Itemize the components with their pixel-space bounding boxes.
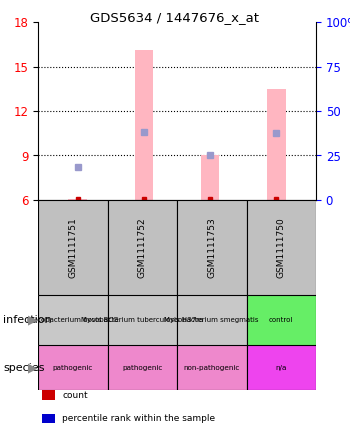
Text: GSM1111753: GSM1111753: [207, 217, 216, 278]
Bar: [177, 345, 246, 390]
Text: count: count: [62, 390, 88, 399]
Bar: [267, 89, 286, 200]
Text: GSM1111750: GSM1111750: [277, 217, 286, 278]
Bar: [246, 295, 316, 345]
Text: ▶: ▶: [28, 313, 38, 327]
Text: Mycobacterium smegmatis: Mycobacterium smegmatis: [164, 317, 259, 323]
Bar: [177, 295, 246, 345]
Bar: [107, 295, 177, 345]
Bar: [135, 50, 153, 200]
Bar: [246, 200, 316, 295]
Text: control: control: [269, 317, 293, 323]
Text: pathogenic: pathogenic: [52, 365, 93, 371]
Text: infection: infection: [4, 315, 52, 325]
Bar: [201, 156, 219, 200]
Text: GSM1111751: GSM1111751: [68, 217, 77, 278]
Bar: [38, 295, 107, 345]
Text: Mycobacterium bovis BCG: Mycobacterium bovis BCG: [27, 317, 119, 323]
Text: GDS5634 / 1447676_x_at: GDS5634 / 1447676_x_at: [91, 11, 259, 24]
Bar: [246, 345, 316, 390]
Text: ▶: ▶: [28, 361, 38, 374]
Text: pathogenic: pathogenic: [122, 365, 162, 371]
Text: non-pathogenic: non-pathogenic: [183, 365, 240, 371]
Text: n/a: n/a: [275, 365, 287, 371]
Bar: [69, 199, 87, 200]
Bar: [177, 200, 246, 295]
Text: percentile rank within the sample: percentile rank within the sample: [62, 414, 216, 423]
Text: GSM1111752: GSM1111752: [138, 217, 147, 278]
Text: species: species: [4, 363, 45, 373]
Bar: [107, 200, 177, 295]
Bar: [38, 200, 107, 295]
Bar: [107, 345, 177, 390]
Bar: [38, 345, 107, 390]
Text: Mycobacterium tuberculosis H37ra: Mycobacterium tuberculosis H37ra: [81, 317, 203, 323]
